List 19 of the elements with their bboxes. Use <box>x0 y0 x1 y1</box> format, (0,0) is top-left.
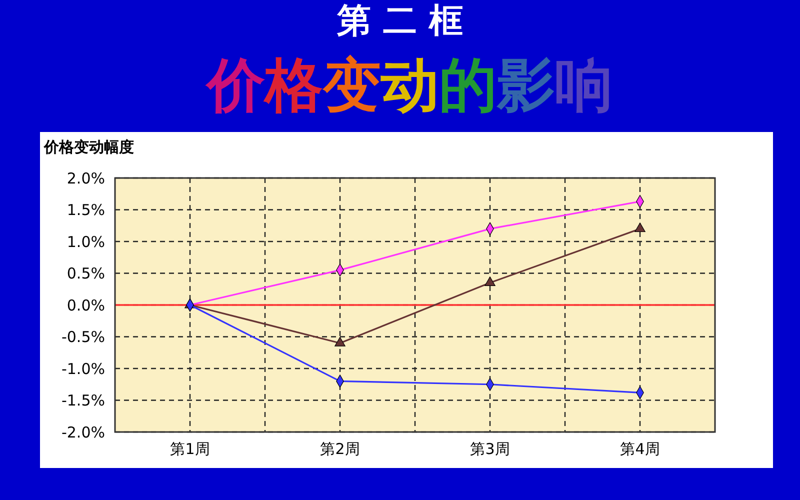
point <box>334 336 346 346</box>
y-tick-label: 0.0% <box>66 296 105 314</box>
y-tick-label: -1.0% <box>61 360 105 378</box>
chart-title: 第 二 框 <box>336 1 463 41</box>
point <box>484 276 496 286</box>
y-tick-label: 0.5% <box>66 264 105 282</box>
y-tick-label: 1.0% <box>66 232 105 251</box>
y-tick-label: -2.0% <box>61 423 105 442</box>
y-tick-label: -0.5% <box>61 328 105 346</box>
x-tick-label: 第4周 <box>620 440 660 458</box>
y-tick-label: 1.5% <box>66 201 105 219</box>
y-tick-label: -1.5% <box>61 392 105 410</box>
x-tick-label: 第3周 <box>470 440 510 458</box>
y-tick-label: 2.0% <box>66 169 105 188</box>
y-axis-title: 价格变动幅度 <box>43 138 134 156</box>
chart-subtitle: 价格变动的影响 <box>205 51 613 119</box>
point <box>634 222 646 232</box>
x-tick-label: 第1周 <box>170 440 210 458</box>
x-tick-label: 第2周 <box>320 440 360 458</box>
